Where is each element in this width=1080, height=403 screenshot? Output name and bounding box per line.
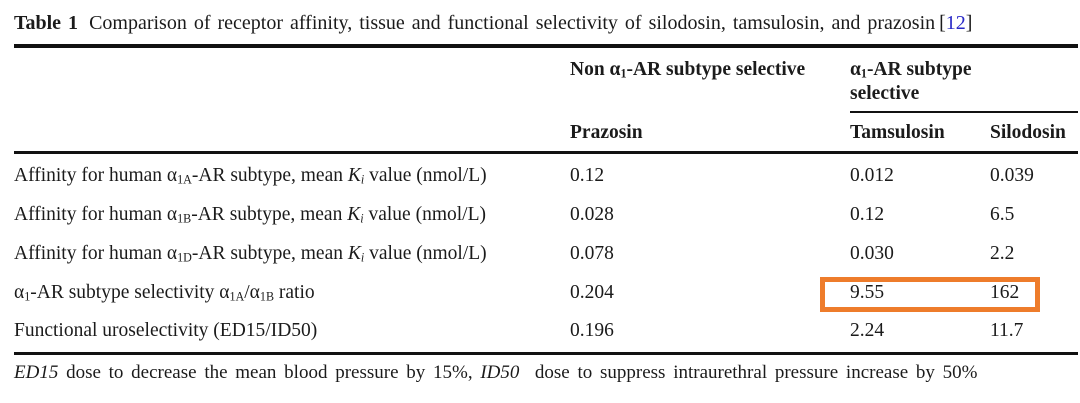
cell-tamsulosin: 9.55: [850, 282, 885, 303]
cell-prazosin: 0.204: [570, 282, 614, 303]
column-group-subtype-selective-line2: selective: [850, 83, 920, 104]
row-label: α1-AR subtype selectivity α1A/α1B ratio: [14, 282, 315, 304]
citation-bracket-close: ]: [965, 12, 973, 34]
row-affinity-alpha1b: Affinity for human α1B-AR subtype, mean …: [14, 202, 1078, 232]
citation-number-link[interactable]: 12: [945, 12, 966, 34]
column-group-non-subtype-selective: Non α1-AR subtype selective: [570, 59, 806, 81]
citation-bracket-open: [: [939, 12, 946, 34]
column-header-silodosin: Silodosin: [990, 122, 1066, 143]
cell-silodosin: 11.7: [990, 320, 1024, 341]
cell-silodosin: 6.5: [990, 204, 1015, 225]
bottom-rule: [14, 352, 1078, 355]
cell-tamsulosin: 0.012: [850, 165, 894, 186]
row-label: Affinity for human α1B-AR subtype, mean …: [14, 204, 486, 226]
caption-text: Comparison of receptor affinity, tissue …: [89, 12, 936, 34]
top-rule: [14, 44, 1078, 48]
table-footnote: ED15 dose to decrease the mean blood pre…: [14, 362, 978, 383]
cell-prazosin: 0.12: [570, 165, 605, 186]
column-group-subtype-selective-line1: α1-AR subtype: [850, 59, 972, 81]
row-functional-uroselectivity: Functional uroselectivity (ED15/ID50) 0.…: [14, 318, 1078, 348]
cell-prazosin: 0.028: [570, 204, 614, 225]
table-number-label: Table 1: [14, 12, 79, 34]
cell-silodosin: 0.039: [990, 165, 1034, 186]
cell-silodosin: 2.2: [990, 243, 1015, 264]
row-label: Functional uroselectivity (ED15/ID50): [14, 320, 318, 341]
header-rule: [14, 151, 1078, 154]
row-label: Affinity for human α1D-AR subtype, mean …: [14, 243, 487, 265]
cell-tamsulosin: 0.12: [850, 204, 885, 225]
row-affinity-alpha1a: Affinity for human α1A-AR subtype, mean …: [14, 163, 1078, 193]
cell-tamsulosin: 0.030: [850, 243, 894, 264]
highlight-annotation-box: [820, 277, 1040, 312]
row-selectivity-ratio: α1-AR subtype selectivity α1A/α1B ratio …: [14, 280, 1078, 310]
citation-ref[interactable]: [12]: [939, 12, 972, 34]
column-header-prazosin: Prazosin: [570, 122, 643, 143]
cell-tamsulosin: 2.24: [850, 320, 885, 341]
row-affinity-alpha1d: Affinity for human α1D-AR subtype, mean …: [14, 241, 1078, 271]
cell-prazosin: 0.078: [570, 243, 614, 264]
table-caption: Table 1 Comparison of receptor affinity, …: [14, 12, 972, 35]
column-header-tamsulosin: Tamsulosin: [850, 122, 945, 143]
group-spanner-rule: [850, 111, 1078, 113]
row-label: Affinity for human α1A-AR subtype, mean …: [14, 165, 487, 187]
cell-silodosin: 162: [990, 282, 1020, 303]
cell-prazosin: 0.196: [570, 320, 614, 341]
